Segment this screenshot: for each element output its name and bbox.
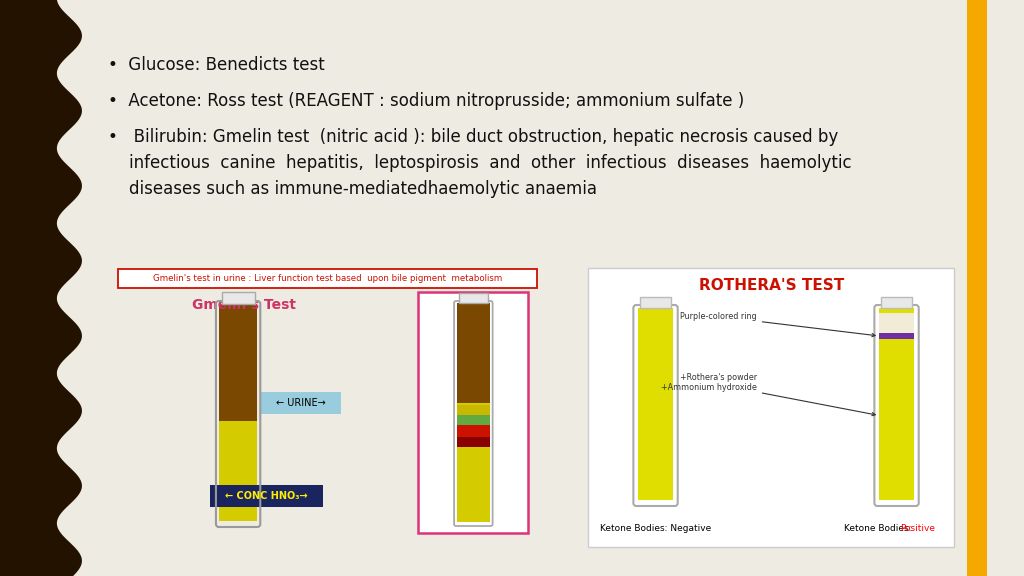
Polygon shape xyxy=(0,0,82,576)
Text: +Rothera's powder
+Ammonium hydroxide: +Rothera's powder +Ammonium hydroxide xyxy=(660,373,876,416)
Text: infectious  canine  hepatitis,  leptospirosis  and  other  infectious  diseases : infectious canine hepatitis, leptospiros… xyxy=(108,154,852,172)
FancyBboxPatch shape xyxy=(210,485,323,507)
Bar xyxy=(459,293,487,303)
FancyBboxPatch shape xyxy=(419,292,528,533)
Bar xyxy=(880,333,913,339)
Text: Ketone Bodies: Negative: Ketone Bodies: Negative xyxy=(600,524,712,533)
Bar xyxy=(457,415,489,425)
Text: •  Acetone: Ross test (REAGENT : sodium nitroprusside; ammonium sulfate ): • Acetone: Ross test (REAGENT : sodium n… xyxy=(108,92,744,110)
Bar xyxy=(638,308,673,500)
Text: ← URINE→: ← URINE→ xyxy=(275,398,326,408)
FancyBboxPatch shape xyxy=(118,269,537,288)
Text: diseases such as immune-mediatedhaemolytic anaemia: diseases such as immune-mediatedhaemolyt… xyxy=(108,180,597,198)
Text: •  Glucose: Benedicts test: • Glucose: Benedicts test xyxy=(108,56,325,74)
Text: ROTHERA'S TEST: ROTHERA'S TEST xyxy=(698,278,844,293)
Bar xyxy=(457,403,489,522)
Bar xyxy=(880,308,913,500)
Bar xyxy=(640,297,671,308)
Text: Positive: Positive xyxy=(900,524,935,533)
Text: Gmelin's test in urine : Liver function test based  upon bile pigment  metabolis: Gmelin's test in urine : Liver function … xyxy=(153,274,502,283)
Bar xyxy=(457,405,489,415)
Text: •   Bilirubin: Gmelin test  (nitric acid ): bile duct obstruction, hepatic necro: • Bilirubin: Gmelin test (nitric acid ):… xyxy=(108,128,839,146)
Text: ← CONC HNO₃→: ← CONC HNO₃→ xyxy=(224,491,307,501)
Bar xyxy=(457,437,489,447)
Bar xyxy=(222,292,255,304)
Bar xyxy=(967,0,987,576)
Bar xyxy=(880,313,913,335)
Bar xyxy=(219,304,257,421)
Text: Purple-colored ring: Purple-colored ring xyxy=(680,312,876,337)
Bar xyxy=(219,421,257,521)
Text: Gmelin's Test: Gmelin's Test xyxy=(191,298,296,312)
FancyBboxPatch shape xyxy=(260,392,341,414)
Bar xyxy=(881,297,912,308)
Bar xyxy=(457,425,489,437)
Text: Ketone Bodies:: Ketone Bodies: xyxy=(844,524,914,533)
FancyBboxPatch shape xyxy=(588,268,954,547)
Bar xyxy=(457,303,489,403)
